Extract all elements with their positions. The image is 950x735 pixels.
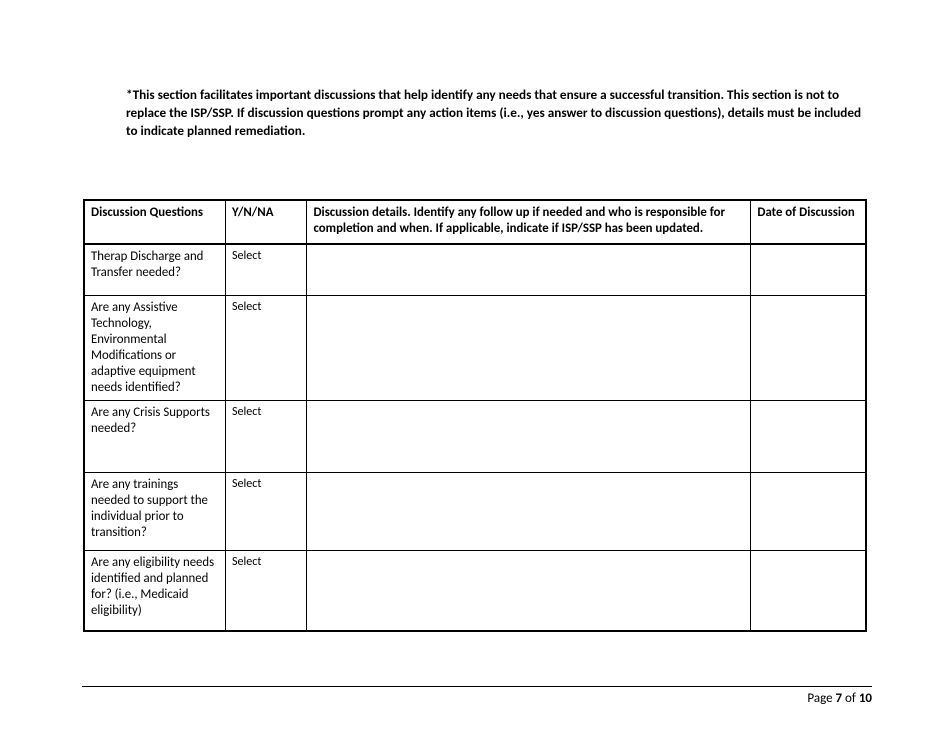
cell-details[interactable] [307, 401, 751, 473]
cell-ynna-select[interactable]: Select [226, 244, 307, 296]
table-row: Are any eligibility needs identified and… [84, 551, 866, 631]
table-header-row: Discussion Questions Y/N/NA Discussion d… [84, 200, 866, 244]
cell-question: Are any Crisis Supports needed? [84, 401, 226, 473]
cell-ynna-select[interactable]: Select [226, 473, 307, 551]
discussion-table: Discussion Questions Y/N/NA Discussion d… [83, 199, 867, 632]
cell-details[interactable] [307, 296, 751, 401]
document-page: *This section facilitates important disc… [0, 0, 950, 735]
cell-ynna-select[interactable]: Select [226, 296, 307, 401]
cell-ynna-select[interactable]: Select [226, 551, 307, 631]
col-header-ynna: Y/N/NA [226, 200, 307, 244]
cell-question: Are any trainings needed to support the … [84, 473, 226, 551]
cell-date[interactable] [751, 296, 866, 401]
table-row: Are any Assistive Technology, Environmen… [84, 296, 866, 401]
cell-date[interactable] [751, 244, 866, 296]
cell-question: Therap Discharge and Transfer needed? [84, 244, 226, 296]
intro-paragraph: *This section facilitates important disc… [126, 86, 866, 139]
footer-total-pages: 10 [859, 691, 872, 706]
footer-prefix: Page [807, 691, 835, 706]
col-header-date: Date of Discussion [751, 200, 866, 244]
cell-date[interactable] [751, 401, 866, 473]
cell-details[interactable] [307, 551, 751, 631]
table-row: Are any Crisis Supports needed? Select [84, 401, 866, 473]
cell-ynna-select[interactable]: Select [226, 401, 307, 473]
col-header-details: Discussion details. Identify any follow … [307, 200, 751, 244]
cell-question: Are any Assistive Technology, Environmen… [84, 296, 226, 401]
page-footer: Page 7 of 10 [807, 691, 872, 706]
cell-details[interactable] [307, 244, 751, 296]
footer-rule [82, 686, 872, 687]
cell-date[interactable] [751, 473, 866, 551]
cell-details[interactable] [307, 473, 751, 551]
table-row: Are any trainings needed to support the … [84, 473, 866, 551]
cell-date[interactable] [751, 551, 866, 631]
col-header-questions: Discussion Questions [84, 200, 226, 244]
table-row: Therap Discharge and Transfer needed? Se… [84, 244, 866, 296]
footer-of: of [842, 691, 859, 706]
cell-question: Are any eligibility needs identified and… [84, 551, 226, 631]
